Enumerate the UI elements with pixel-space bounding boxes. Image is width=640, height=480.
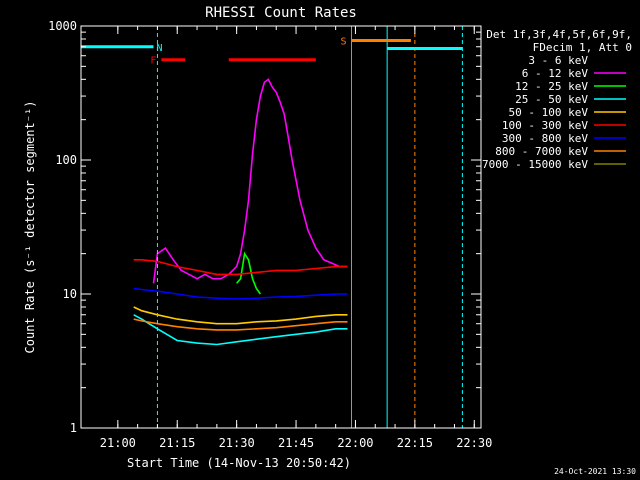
legend-entry-label: 3 - 6 keV (528, 54, 588, 67)
legend-entry-label: 7000 - 15000 keV (482, 158, 588, 171)
y-axis-label: Count Rate (s⁻¹ detector segment⁻¹) (23, 101, 37, 354)
x-tick-label: 22:30 (456, 436, 492, 450)
legend-header-1: Det 1f,3f,4f,5f,6f,9f, (486, 28, 632, 41)
x-tick-label: 21:00 (100, 436, 136, 450)
series-line-0 (133, 129, 349, 338)
legend-entry-label: 6 - 12 keV (522, 67, 589, 80)
x-tick-label: 21:30 (219, 436, 255, 450)
series-line-2 (235, 251, 262, 295)
chart-title: RHESSI Count Rates (205, 5, 357, 21)
x-tick-label: 21:45 (278, 436, 314, 450)
legend-entry-label: 25 - 50 keV (515, 93, 588, 106)
legend-entry-label: 300 - 800 keV (502, 132, 588, 145)
y-tick-label: 100 (55, 153, 77, 167)
y-tick-label: 1000 (48, 19, 77, 33)
x-axis-label: Start Time (14-Nov-13 20:50:42) (127, 456, 351, 470)
x-tick-label: 22:00 (337, 436, 373, 450)
flag-label-4: S (340, 36, 346, 47)
legend-entry-label: 12 - 25 keV (515, 80, 588, 93)
legend-header-2: FDecim 1, Att 0 (533, 41, 632, 54)
legend-entry-label: 100 - 300 keV (502, 119, 588, 132)
x-tick-label: 22:15 (397, 436, 433, 450)
x-tick-label: 21:15 (159, 436, 195, 450)
axis-layer: 21:00 21:15 21:30 21:45 22:00 22:15 22:30 1 10 10… (48, 19, 492, 450)
y-tick-label: 1 (70, 421, 77, 435)
plot-frame (80, 25, 482, 429)
series-line-1 (152, 78, 348, 284)
flag-label-2: F (150, 56, 156, 67)
flag-label-0: N (156, 43, 162, 54)
y-tick-label: 10 (63, 287, 77, 301)
legend: Det 1f,3f,4f,5f,6f,9f, FDecim 1, Att 0 3… (482, 28, 632, 171)
legend-entry-label: 50 - 100 keV (509, 106, 589, 119)
legend-entry-label: 800 - 7000 keV (495, 145, 588, 158)
footer-date: 24-Oct-2021 13:30 (554, 467, 636, 476)
series-line-5 (133, 258, 348, 276)
series-line-6 (133, 287, 348, 300)
